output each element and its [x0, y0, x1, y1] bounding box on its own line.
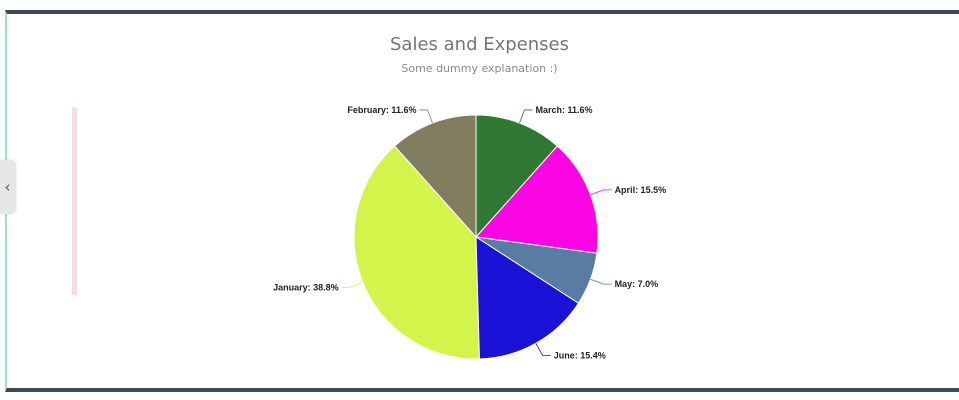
data-label-january: January: 38.8% [273, 282, 339, 292]
label-connector-april [590, 189, 612, 196]
data-label-february: February: 11.6% [347, 105, 416, 115]
label-connector-february [419, 109, 433, 124]
label-connector-june [535, 343, 551, 356]
data-label-june: June: 15.4% [554, 351, 606, 361]
pie-slice-january[interactable] [353, 145, 480, 360]
chevron-left-icon: ‹ [4, 178, 11, 196]
pie-slice-june[interactable] [475, 236, 580, 360]
label-connector-january [341, 281, 363, 288]
label-connector-may [590, 278, 612, 285]
decorative-bar [72, 107, 77, 295]
data-label-april: April: 15.5% [615, 185, 667, 195]
collapse-sidebar-button[interactable]: ‹ [0, 160, 15, 214]
data-label-march: March: 11.6% [536, 105, 593, 115]
label-connector-march [519, 109, 533, 124]
chart-subtitle: Some dummy explanation :) [401, 62, 558, 75]
data-label-may: May: 7.0% [615, 279, 659, 289]
pie-slice-april[interactable] [474, 145, 599, 254]
chart-title: Sales and Expenses [390, 34, 569, 55]
